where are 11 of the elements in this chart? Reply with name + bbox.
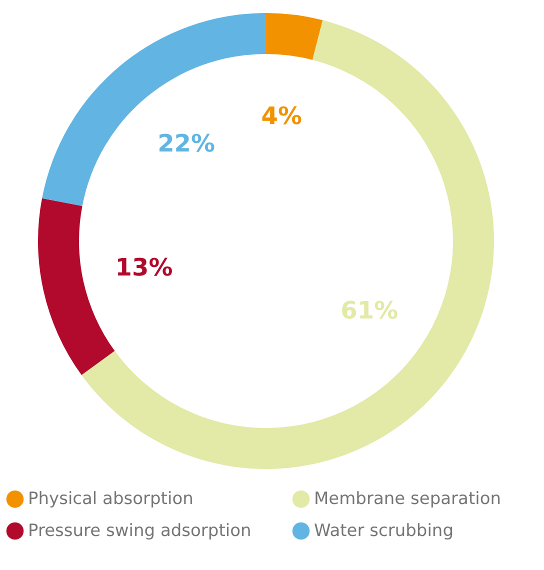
donut-slice: [82, 20, 494, 469]
data-label: 61%: [340, 296, 398, 324]
data-label: 22%: [158, 130, 216, 158]
legend-label: Membrane separation: [314, 489, 502, 510]
donut-slice: [266, 13, 323, 60]
data-label: 13%: [115, 253, 173, 282]
donut-slice: [38, 198, 115, 376]
data-label: 4%: [261, 102, 302, 130]
legend-label: Water scrubbing: [314, 521, 454, 541]
legend-label: Physical absorption: [28, 489, 194, 510]
legend-label: Pressure swing adsorption: [28, 521, 252, 541]
